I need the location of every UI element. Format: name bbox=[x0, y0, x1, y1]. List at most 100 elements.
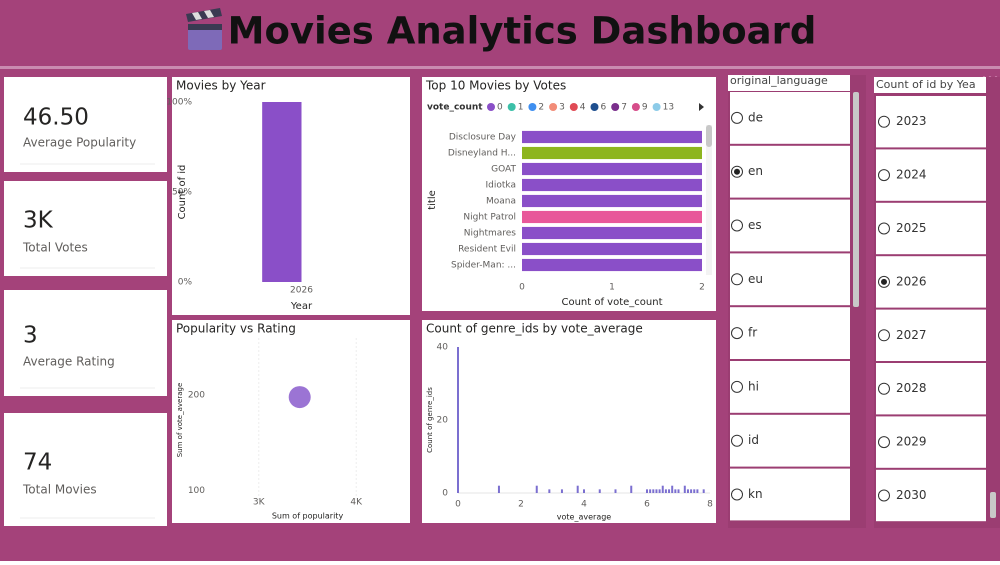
slicer-option[interactable]: en bbox=[748, 164, 763, 178]
kpi-label: Total Movies bbox=[22, 483, 97, 497]
legend-swatch bbox=[569, 103, 578, 111]
slicer-item[interactable] bbox=[730, 414, 850, 467]
slicer-item[interactable] bbox=[876, 96, 986, 148]
bar bbox=[677, 489, 680, 493]
bar bbox=[576, 485, 579, 493]
slicer-item[interactable] bbox=[730, 253, 850, 306]
bar bbox=[674, 489, 677, 493]
slicer-item[interactable] bbox=[730, 361, 850, 413]
scatter-point bbox=[288, 386, 311, 409]
legend-swatch bbox=[487, 103, 495, 111]
kpi-label: Average Rating bbox=[23, 355, 115, 369]
slicer-scrollbar[interactable] bbox=[990, 492, 996, 518]
slicer-item[interactable] bbox=[730, 145, 850, 198]
kpi-value: 3K bbox=[23, 208, 54, 234]
slicer-option[interactable]: 2023 bbox=[896, 114, 927, 128]
chart-panel bbox=[422, 320, 716, 523]
slicer-option[interactable]: 2024 bbox=[896, 168, 927, 182]
kpi-card bbox=[4, 290, 167, 396]
legend-next[interactable] bbox=[699, 103, 704, 111]
bar bbox=[522, 226, 702, 240]
slicer-option[interactable]: 2025 bbox=[896, 221, 927, 235]
bar bbox=[497, 485, 500, 493]
radio-button[interactable] bbox=[878, 115, 890, 128]
bar bbox=[658, 489, 661, 493]
slicer-scrollbar[interactable] bbox=[853, 92, 859, 307]
slicer-item[interactable] bbox=[876, 202, 986, 255]
radio-button[interactable] bbox=[878, 329, 890, 342]
radio-button[interactable] bbox=[731, 273, 743, 286]
slicer-option[interactable]: kn bbox=[748, 487, 763, 501]
y-tick-label: 200 bbox=[188, 391, 205, 401]
chart-title: Movies by Year bbox=[176, 79, 266, 93]
scrollbar-thumb[interactable] bbox=[706, 125, 712, 147]
x-tick-label: 2026 bbox=[290, 286, 313, 296]
slicer-option[interactable]: 2026 bbox=[896, 274, 927, 288]
slicer-item[interactable] bbox=[876, 363, 986, 415]
legend-title: vote_count bbox=[427, 103, 483, 113]
slicer-item[interactable] bbox=[876, 416, 986, 468]
bar bbox=[661, 485, 664, 493]
bar bbox=[652, 489, 655, 493]
bar bbox=[614, 489, 617, 493]
radio-button[interactable] bbox=[731, 380, 743, 393]
kpi-value: 3 bbox=[23, 323, 38, 349]
slicer-option[interactable]: 2030 bbox=[896, 488, 927, 502]
legend-label: 9 bbox=[642, 103, 648, 113]
slicer-option[interactable]: es bbox=[748, 218, 762, 232]
radio-button[interactable] bbox=[731, 219, 743, 232]
legend-swatch bbox=[590, 103, 599, 111]
legend-label: 1 bbox=[518, 103, 524, 113]
y-tick-label: 50% bbox=[172, 188, 192, 198]
slicer-option[interactable]: de bbox=[748, 110, 763, 124]
legend-label: 4 bbox=[580, 103, 586, 113]
radio-button[interactable] bbox=[878, 222, 890, 235]
radio-button[interactable] bbox=[878, 436, 890, 449]
radio-button[interactable] bbox=[878, 169, 890, 182]
kpi-value: 74 bbox=[23, 450, 52, 476]
radio-button[interactable] bbox=[731, 488, 743, 501]
slicer-option[interactable]: hi bbox=[748, 379, 759, 393]
bar bbox=[548, 489, 551, 493]
y-tick-label: GOAT bbox=[491, 165, 516, 175]
y-axis-label: title bbox=[427, 190, 438, 210]
radio-button[interactable] bbox=[731, 434, 743, 447]
y-tick-label: Idiotka bbox=[486, 181, 516, 191]
dashboard-title: Movies Analytics Dashboard bbox=[228, 10, 817, 53]
slicer-item[interactable] bbox=[730, 199, 850, 252]
y-tick-label: Spider-Man: ... bbox=[451, 261, 516, 271]
legend-label: 0 bbox=[497, 103, 503, 113]
radio-button[interactable] bbox=[731, 327, 743, 340]
slicer-option[interactable]: 2027 bbox=[896, 328, 927, 342]
slicer-option[interactable]: id bbox=[748, 433, 759, 447]
slicer-item[interactable] bbox=[730, 92, 850, 144]
slicer-item[interactable] bbox=[730, 468, 850, 521]
slicer-item[interactable] bbox=[730, 307, 850, 359]
bar bbox=[560, 489, 563, 493]
bar bbox=[583, 489, 585, 493]
slicer-item[interactable] bbox=[876, 256, 986, 308]
bar bbox=[630, 485, 633, 493]
radio-button[interactable] bbox=[878, 382, 890, 395]
y-tick-label: Resident Evil bbox=[458, 245, 516, 255]
slicer-option[interactable]: 2029 bbox=[896, 435, 927, 449]
y-tick-label: Night Patrol bbox=[463, 213, 516, 223]
legend-label: 6 bbox=[601, 103, 607, 113]
radio-button[interactable] bbox=[878, 489, 890, 502]
y-tick-label: 40 bbox=[437, 343, 449, 353]
chart-title: Count of genre_ids by vote_average bbox=[426, 322, 643, 336]
slicer-option[interactable]: fr bbox=[748, 326, 757, 340]
bar bbox=[598, 489, 601, 493]
slicer-item[interactable] bbox=[876, 309, 986, 361]
slicer-option[interactable]: eu bbox=[748, 272, 763, 286]
slicer-item[interactable] bbox=[876, 469, 986, 522]
slicer-option[interactable]: 2028 bbox=[896, 381, 927, 395]
x-tick-label: 0 bbox=[519, 283, 525, 293]
slicer-header bbox=[728, 75, 850, 91]
slicer-item[interactable] bbox=[876, 149, 986, 201]
radio-button[interactable] bbox=[731, 111, 743, 124]
bar bbox=[522, 194, 702, 208]
clapper-icon bbox=[186, 8, 222, 50]
header-divider bbox=[0, 66, 1000, 69]
kpi-card bbox=[4, 413, 167, 526]
